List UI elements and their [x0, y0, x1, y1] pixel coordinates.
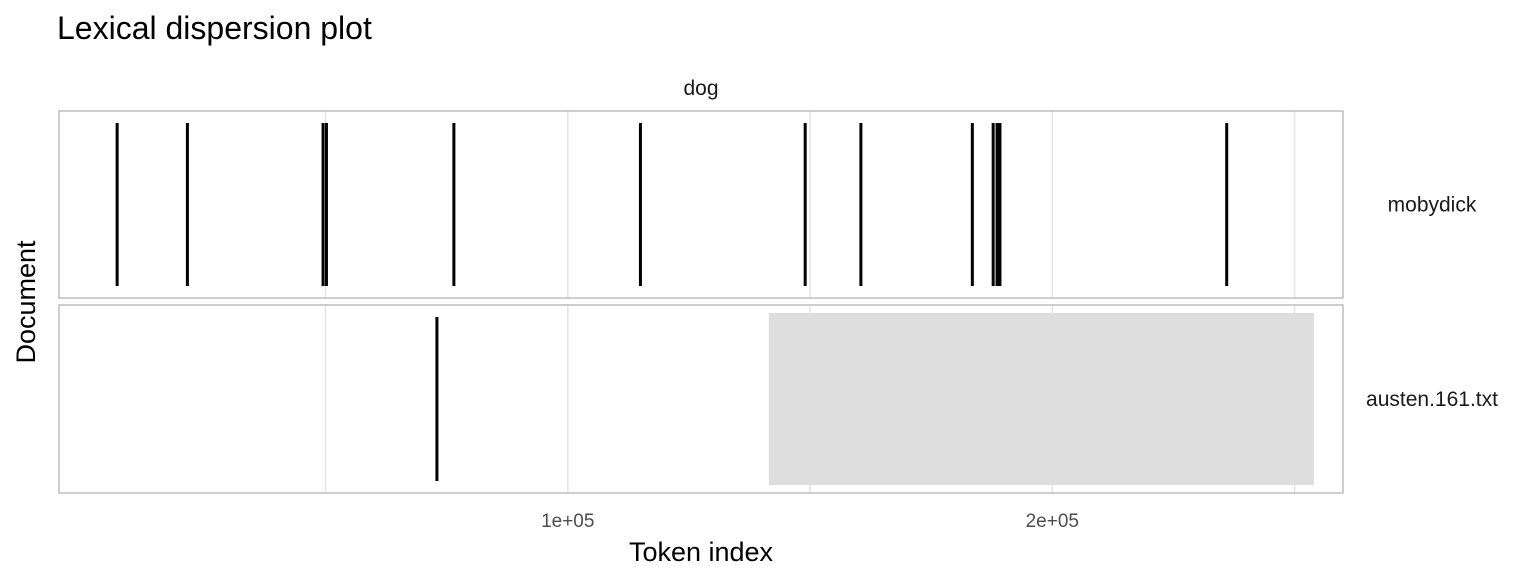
y-axis-title: Document [11, 240, 41, 364]
x-tick-label: 2e+05 [1026, 511, 1079, 532]
document-label: mobydick [1388, 194, 1477, 217]
plot-area: mobydick austen.161.txt 1e+05 2e+05 [58, 110, 1498, 532]
document-label: austen.161.txt [1366, 388, 1498, 411]
x-axis-title: Token index [629, 537, 774, 567]
panel-border [58, 304, 1344, 494]
chart-title: Lexical dispersion plot [57, 10, 372, 46]
shaded-region [768, 313, 1314, 485]
panel-border [58, 110, 1344, 299]
x-tick-label: 1e+05 [541, 511, 594, 532]
panel-background [59, 111, 1343, 298]
facet-strip-label: dog [683, 77, 718, 100]
